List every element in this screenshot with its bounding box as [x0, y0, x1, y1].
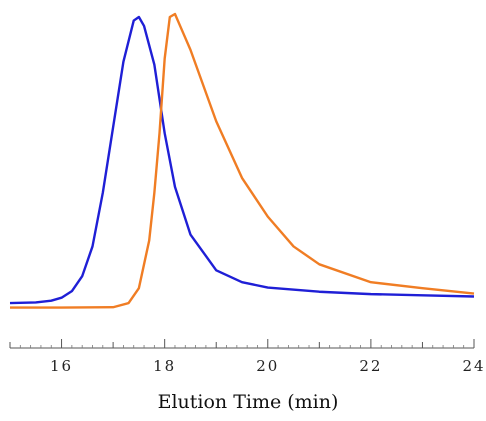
series-line-1	[9, 15, 475, 305]
x-axis-label: Elution Time (min)	[158, 391, 339, 413]
x-axis-ticks: 16 18 20 22 24	[9, 339, 485, 375]
x-tick-label: 20	[256, 357, 279, 375]
series-layer	[9, 12, 475, 309]
x-tick-label: 24	[462, 357, 485, 375]
x-tick-label: 22	[359, 357, 382, 375]
x-tick-label: 16	[50, 357, 73, 375]
x-tick-label: 18	[153, 357, 176, 375]
series-line-2	[10, 12, 475, 309]
